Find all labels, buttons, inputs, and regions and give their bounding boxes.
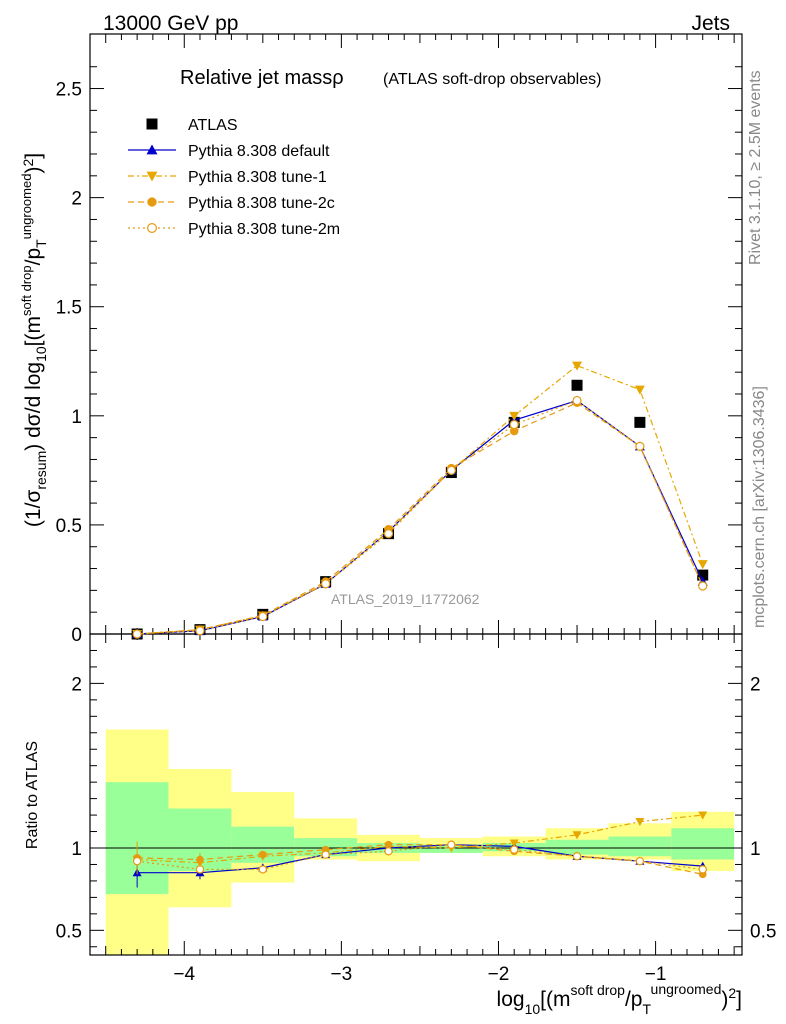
legend-label-tune1: Pythia 8.308 tune-1 [188, 169, 327, 186]
x-tick-label: −3 [331, 964, 353, 985]
ratio-panel-axes: −4 −3 −2 −1 0.5 0.5 1 1 2 2 [56, 633, 776, 985]
mcplots-label: mcplots.cern.ch [arXiv:1306.3436] [751, 386, 768, 628]
main-point-tune2m [195, 626, 205, 636]
title-sub: (ATLAS soft-drop observables) [383, 71, 601, 88]
x-tick-label: −2 [488, 964, 510, 985]
y-tick-label: 1.5 [56, 298, 82, 319]
main-panel-axes: 0 0.5 1 1.5 2 2.5 [56, 33, 743, 955]
ratio-point-tune2c [384, 840, 393, 849]
main-point-tune2m [383, 529, 394, 539]
main-point-tune1 [572, 361, 583, 371]
main-point-tune1 [697, 560, 708, 570]
ratio-y-tick-label-right: 1 [750, 839, 761, 860]
main-point-tune2m [698, 581, 708, 591]
ratio-y-tick-label-right: 0.5 [750, 921, 776, 942]
y-tick-label: 2.5 [56, 80, 82, 101]
main-point-tune2m [635, 441, 645, 451]
main-point-atlas [571, 379, 583, 391]
main-point-tune2m [572, 395, 582, 406]
main-line-tune1 [137, 364, 704, 635]
main-point-tune2m [132, 629, 142, 639]
svg-text:(1/σresum) dσ/d log10[(msoft d: (1/σresum) dσ/d log10[(msoft drop/pTungr… [19, 153, 49, 527]
main-point-tune1 [509, 411, 520, 421]
legend-label-default: Pythia 8.308 default [188, 143, 330, 160]
ratio-point-tune2m [321, 850, 330, 859]
y-tick-label: 2 [71, 189, 82, 210]
ratio-point-tune2m [572, 852, 582, 861]
ratio-point-tune2m [258, 865, 268, 874]
ratio-frame [89, 633, 743, 956]
main-point-tune2m [321, 579, 331, 589]
legend-marker-atlas [146, 118, 158, 130]
legend-label-tune2c: Pythia 8.308 tune-2c [188, 195, 335, 212]
band-inner-9 [671, 828, 735, 860]
main-point-tune2m [258, 611, 268, 622]
ratio-y-tick-label-right: 2 [750, 674, 761, 695]
ratio-point-tune2m [698, 865, 707, 874]
legend-label-atlas: ATLAS [188, 117, 238, 134]
energy-label: 13000 GeV pp [103, 12, 238, 35]
legend-marker-default [146, 144, 158, 155]
ratio-point-tune1 [698, 811, 708, 820]
ratio-point-tune2c [258, 850, 267, 859]
ratio-point-tune1 [572, 831, 582, 840]
ratio-point-tune2m [132, 856, 142, 866]
title-main: Relative jet massρ [180, 67, 344, 89]
legend-marker-tune1 [146, 171, 158, 182]
ratio-point-tune2m [384, 847, 393, 856]
y-tick-label: 0.5 [56, 516, 82, 537]
legend-marker-tune2m [147, 223, 158, 234]
y-tick-label: 0 [71, 625, 82, 646]
rivet-version-label: Rivet 3.1.10, ≥ 2.5M events [747, 70, 764, 265]
legend-label-tune2m: Pythia 8.308 tune-2m [188, 221, 340, 238]
main-point-atlas [697, 569, 709, 581]
plot-title: Relative jet massρ (ATLAS soft-drop obse… [180, 67, 601, 89]
ratio-point-tune1 [635, 818, 645, 827]
ratio-point-tune2c [196, 855, 204, 864]
ratio-point-tune1 [509, 839, 519, 848]
band-inner-7 [545, 839, 609, 855]
ratio-line-tune1 [137, 814, 703, 864]
main-panel-series [131, 361, 709, 640]
y-tick-label: 1 [71, 407, 82, 428]
x-axis-label: log10[(msoft drop/pTungroomed)2] [497, 981, 742, 1017]
ratio-y-axis-label: Ratio to ATLAS [24, 741, 41, 849]
main-line-tune2c [137, 402, 704, 635]
main-point-tune2m [509, 419, 519, 430]
ratio-line-tune2m [137, 844, 703, 871]
ratio-line-tune2c [137, 844, 703, 875]
main-point-tune1 [634, 385, 645, 395]
ratio-uncertainty-bands [105, 729, 735, 955]
category-label: Jets [691, 12, 730, 35]
analysis-watermark: ATLAS_2019_I1772062 [331, 591, 480, 607]
ratio-panel-series [132, 811, 708, 888]
ratio-y-tick-label-left: 0.5 [56, 921, 82, 942]
ratio-y-tick-label-left: 2 [71, 674, 82, 695]
main-line-tune2m [137, 399, 704, 635]
x-tick-label: −1 [645, 964, 667, 985]
main-point-atlas [634, 416, 646, 428]
svg-text:log10[(msoft drop/pTungroomed): log10[(msoft drop/pTungroomed)2] [497, 981, 742, 1017]
ratio-point-tune2m [509, 845, 519, 854]
main-point-tune2c [509, 426, 519, 436]
ratio-point-tune2m [635, 856, 645, 866]
legend-marker-tune2c [147, 197, 157, 207]
main-point-tune2m [446, 465, 456, 475]
ratio-point-tune2m [447, 840, 456, 849]
main-y-axis-label: (1/σresum) dσ/d log10[(msoft drop/pTungr… [19, 153, 49, 527]
ratio-y-tick-label-left: 1 [71, 839, 82, 860]
ratio-point-tune2m [195, 865, 205, 874]
legend: ATLAS Pythia 8.308 default Pythia 8.308 tu… [128, 117, 340, 238]
x-tick-label: −4 [173, 964, 195, 985]
band-inner-8 [608, 836, 672, 857]
